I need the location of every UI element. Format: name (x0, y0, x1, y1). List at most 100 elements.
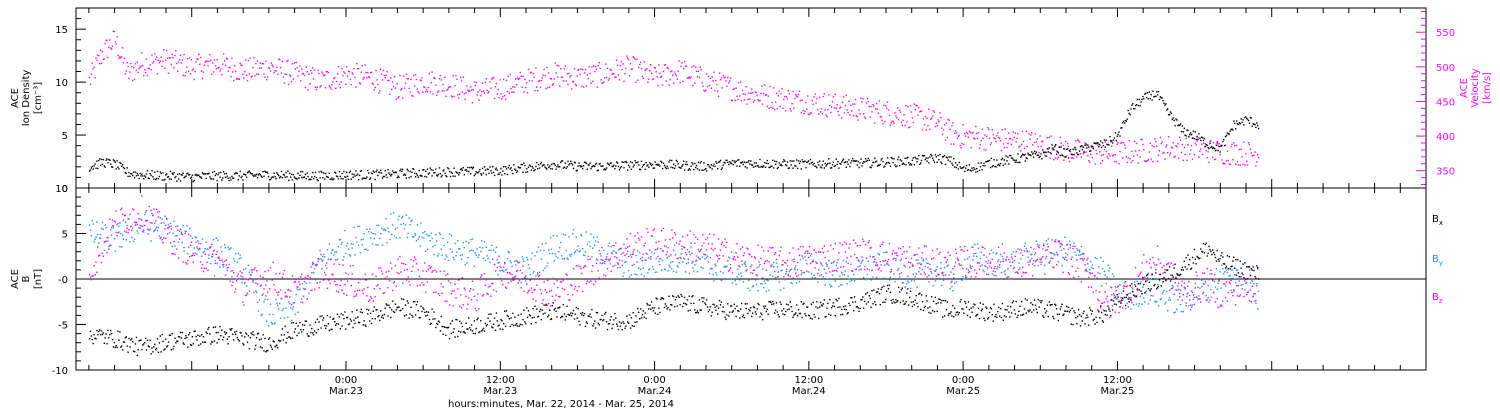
by-point (217, 263, 218, 264)
density-point (226, 173, 227, 174)
bz-point (634, 235, 635, 236)
velocity-point (740, 81, 741, 82)
velocity-point (979, 148, 980, 149)
velocity-point (1239, 149, 1240, 150)
velocity-point (1201, 144, 1202, 145)
velocity-point (388, 80, 389, 81)
density-point (824, 167, 825, 168)
velocity-point (413, 75, 414, 76)
by-point (183, 225, 184, 226)
by-point (940, 262, 941, 263)
density-point (887, 157, 888, 158)
by-point (1141, 304, 1142, 305)
velocity-point (928, 109, 929, 110)
density-point (914, 164, 915, 165)
density-point (415, 176, 416, 177)
by-point (1001, 278, 1002, 279)
by-point (164, 216, 165, 217)
velocity-point (659, 73, 660, 74)
velocity-point (585, 69, 586, 70)
velocity-point (986, 136, 987, 137)
bz-point (189, 256, 190, 257)
density-point (531, 169, 532, 170)
by-point (756, 284, 757, 285)
density-point (209, 176, 210, 177)
density-point (216, 173, 217, 174)
by-point (1156, 301, 1157, 302)
density-point (685, 164, 686, 165)
velocity-point (290, 76, 291, 77)
velocity-point (788, 90, 789, 91)
by-point (1162, 291, 1163, 292)
bz-point (253, 269, 254, 270)
bz-point (662, 250, 663, 251)
density-point (1194, 138, 1195, 139)
by-point (343, 256, 344, 257)
bz-point (247, 293, 248, 294)
by-point (641, 274, 642, 275)
bz-point (770, 266, 771, 267)
bz-point (340, 285, 341, 286)
density-point (112, 167, 113, 168)
bz-point (795, 273, 796, 274)
velocity-point (560, 68, 561, 69)
velocity-point (313, 78, 314, 79)
velocity-point (1131, 151, 1132, 152)
velocity-point (1036, 141, 1037, 142)
density-point (621, 166, 622, 167)
bz-point (837, 259, 838, 260)
bz-point (992, 259, 993, 260)
bz-point (622, 265, 623, 266)
density-point (212, 172, 213, 173)
velocity-point (831, 106, 832, 107)
velocity-point (1128, 140, 1129, 141)
velocity-point (431, 71, 432, 72)
density-point (996, 159, 997, 160)
by-point (283, 308, 284, 309)
velocity-point (936, 123, 937, 124)
by-point (224, 244, 225, 245)
velocity-point (583, 86, 584, 87)
velocity-point (553, 83, 554, 84)
velocity-point (1126, 156, 1127, 157)
bz-point (307, 298, 308, 299)
by-point (837, 268, 838, 269)
velocity-point (434, 78, 435, 79)
by-point (1256, 283, 1257, 284)
velocity-point (712, 76, 713, 77)
bz-point (326, 262, 327, 263)
velocity-point (225, 65, 226, 66)
by-point (702, 268, 703, 269)
velocity-point (873, 106, 874, 107)
density-point (808, 160, 809, 161)
by-point (145, 212, 146, 213)
by-point (689, 273, 690, 274)
by-point (110, 229, 111, 230)
bz-point (192, 255, 193, 256)
velocity-point (671, 70, 672, 71)
bz-point (483, 294, 484, 295)
bz-point (414, 257, 415, 258)
by-point (1005, 270, 1006, 271)
by-point (243, 269, 244, 270)
by-point (300, 301, 301, 302)
bz-point (559, 296, 560, 297)
by-point (953, 274, 954, 275)
velocity-point (766, 94, 767, 95)
bz-point (393, 282, 394, 283)
bz-point (443, 270, 444, 271)
density-point (889, 163, 890, 164)
velocity-point (503, 79, 504, 80)
velocity-point (439, 78, 440, 79)
bz-point (797, 262, 798, 263)
bz-point (1047, 249, 1048, 250)
bz-point (623, 244, 624, 245)
density-point (703, 162, 704, 163)
velocity-point (769, 86, 770, 87)
bz-point (417, 285, 418, 286)
bz-point (481, 274, 482, 275)
density-point (645, 169, 646, 170)
by-point (708, 261, 709, 262)
bz-point (803, 272, 804, 273)
bz-point (408, 281, 409, 282)
